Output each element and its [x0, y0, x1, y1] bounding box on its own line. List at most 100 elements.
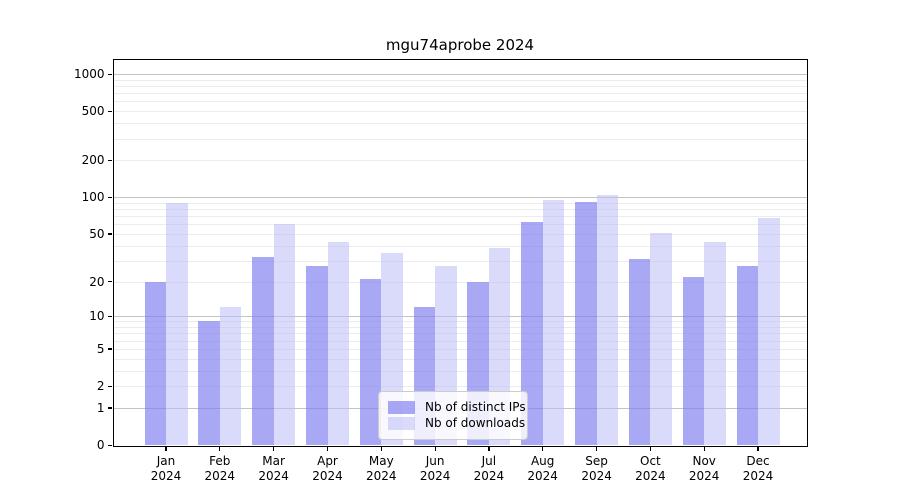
bar-downloads-jan	[166, 202, 188, 445]
x-tick-mark	[488, 446, 490, 451]
y-tick-label: 500	[81, 104, 105, 119]
bar-ips-dec	[736, 266, 758, 445]
legend-item-distinct-ips: Nb of distinct IPs	[388, 400, 526, 414]
x-tick-mark	[649, 446, 651, 451]
minor-gridline	[112, 86, 808, 87]
chart-title: mgu74aprobe 2024	[385, 36, 535, 54]
legend-swatch-distinct-ips	[388, 400, 415, 414]
y-tick-mark	[108, 444, 112, 446]
bar-downloads-feb	[219, 307, 242, 445]
minor-gridline	[112, 123, 808, 125]
bar-downloads-sep	[596, 194, 619, 445]
bar-ips-oct	[628, 258, 651, 445]
minor-gridline	[112, 79, 808, 81]
minor-gridline	[112, 209, 808, 210]
legend-label-distinct-ips: Nb of distinct IPs	[425, 400, 526, 414]
y-tick-label: 100	[81, 190, 105, 205]
x-tick-label-jun: Jun 2024	[419, 454, 451, 483]
minor-gridline	[112, 333, 808, 335]
minor-gridline	[112, 340, 808, 342]
x-tick-label-sep: Sep 2024	[581, 454, 612, 483]
y-tick-mark	[108, 348, 112, 350]
x-tick-mark	[326, 446, 329, 451]
minor-gridline	[112, 281, 808, 283]
bar-downloads-oct	[650, 232, 672, 445]
minor-gridline	[112, 348, 808, 350]
legend-label-downloads: Nb of downloads	[425, 416, 526, 430]
x-tick-label-jan: Jan 2024	[150, 454, 182, 483]
minor-gridline	[112, 327, 808, 328]
x-tick-label-dec: Dec 2024	[742, 454, 774, 483]
y-tick-label: 50	[89, 226, 105, 241]
x-tick-mark	[165, 446, 167, 451]
y-tick-mark	[108, 407, 112, 409]
y-tick-mark	[108, 159, 112, 161]
minor-gridline	[112, 111, 808, 113]
x-tick-label-oct: Oct 2024	[635, 454, 666, 483]
x-tick-mark	[757, 446, 759, 451]
y-tick-mark	[108, 110, 112, 112]
minor-gridline	[112, 358, 808, 360]
bar-ips-may	[359, 279, 382, 445]
bar-ips-sep	[575, 202, 597, 445]
x-tick-label-mar: Mar 2024	[258, 454, 289, 483]
minor-gridline	[112, 101, 808, 103]
major-gridline	[112, 74, 808, 75]
x-tick-mark	[595, 446, 598, 451]
major-gridline	[112, 197, 808, 199]
y-tick-label: 0	[96, 438, 105, 452]
x-tick-mark	[703, 446, 705, 451]
x-tick-mark	[542, 446, 544, 451]
bar-ips-feb	[198, 321, 220, 445]
y-tick-mark	[108, 385, 112, 387]
y-tick-label: 2	[96, 379, 105, 393]
y-tick-mark	[108, 233, 112, 235]
minor-gridline	[112, 202, 808, 204]
bar-downloads-apr	[327, 241, 349, 445]
x-tick-label-jul: Jul 2024	[473, 454, 505, 483]
minor-gridline	[112, 93, 808, 95]
x-tick-label-may: May 2024	[366, 454, 397, 483]
y-tick-mark	[108, 196, 112, 198]
major-gridline	[112, 316, 808, 318]
minor-gridline	[112, 138, 808, 140]
x-tick-mark	[434, 446, 436, 451]
y-tick-label: 5	[96, 341, 105, 356]
bar-ips-apr	[306, 266, 328, 445]
minor-gridline	[112, 160, 808, 162]
bar-downloads-dec	[758, 217, 780, 445]
y-tick-mark	[108, 315, 112, 317]
y-tick-label: 10	[89, 309, 105, 324]
x-tick-mark	[380, 446, 382, 451]
minor-gridline	[112, 260, 808, 262]
y-tick-label: 200	[81, 153, 105, 168]
minor-gridline	[112, 224, 808, 226]
y-tick-label: 1	[96, 400, 105, 415]
x-tick-mark	[219, 446, 221, 451]
bar-ips-nov	[682, 276, 705, 445]
x-tick-label-apr: Apr 2024	[312, 454, 343, 483]
chart-legend: Nb of distinct IPs Nb of downloads	[378, 391, 528, 440]
bar-ips-jan	[144, 281, 166, 445]
x-tick-label-aug: Aug 2024	[527, 454, 558, 483]
x-tick-label-nov: Nov 2024	[688, 454, 720, 483]
bar-downloads-nov	[704, 241, 726, 445]
bar-downloads-mar	[273, 224, 296, 445]
minor-gridline	[112, 386, 808, 387]
y-tick-label: 1000	[73, 67, 105, 81]
minor-gridline	[112, 233, 808, 235]
y-tick-label: 20	[89, 274, 105, 289]
bar-downloads-aug	[542, 199, 565, 445]
y-tick-mark	[108, 73, 112, 75]
minor-gridline	[112, 370, 808, 372]
bar-ips-aug	[521, 221, 543, 445]
legend-item-downloads: Nb of downloads	[388, 416, 525, 430]
minor-gridline	[112, 245, 808, 247]
bar-ips-mar	[252, 257, 274, 445]
y-tick-mark	[108, 281, 112, 283]
minor-gridline	[112, 216, 808, 218]
legend-swatch-downloads	[388, 416, 415, 430]
x-tick-mark	[273, 446, 275, 451]
x-tick-label-feb: Feb 2024	[204, 454, 236, 483]
